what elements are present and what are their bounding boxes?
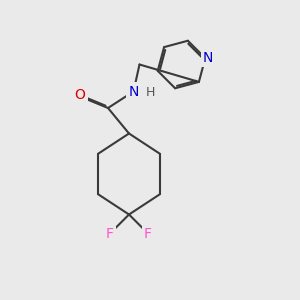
Text: F: F <box>144 227 152 241</box>
Text: H: H <box>145 86 155 100</box>
Text: F: F <box>106 227 114 241</box>
Text: N: N <box>128 85 139 98</box>
Text: O: O <box>75 88 86 102</box>
Text: N: N <box>203 51 213 65</box>
